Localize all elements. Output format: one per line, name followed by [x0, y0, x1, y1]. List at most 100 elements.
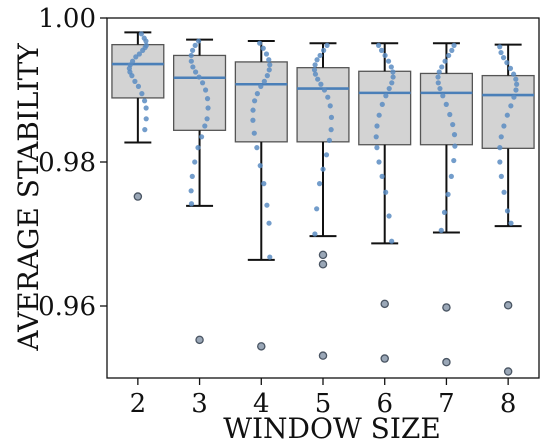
point-5-14	[326, 137, 332, 143]
point-8-18	[504, 208, 511, 214]
x-axis-label: WINDOW SIZE	[223, 412, 441, 445]
point-6-19	[389, 238, 395, 244]
point-6-10	[379, 101, 385, 107]
point-7-4	[439, 64, 445, 70]
axes-layer: 2 3 4 5 6 7 8 0.96 0.98 1.00	[38, 4, 540, 419]
y-tick-label-1: 0.98	[38, 148, 96, 178]
outlier-5-1	[318, 259, 328, 269]
point-7-10	[443, 101, 449, 107]
point-8-8	[513, 87, 519, 93]
box-group-7	[419, 42, 473, 367]
point-8-17	[501, 189, 507, 195]
box-5	[296, 67, 350, 143]
point-7-1	[449, 47, 455, 54]
x-tick-label-3: 3	[191, 389, 208, 419]
x-tick-label-4: 4	[253, 389, 270, 419]
x-tick-label-8: 8	[500, 389, 517, 419]
x-tick-label-7: 7	[438, 389, 455, 419]
point-7-15	[451, 157, 457, 164]
point-3-9	[202, 87, 209, 93]
box-8	[481, 74, 535, 149]
outlier-7-1	[442, 357, 451, 367]
point-2-17	[143, 105, 149, 111]
point-8-15	[497, 159, 503, 165]
point-5-10	[325, 94, 331, 100]
box-group-2	[111, 31, 165, 201]
box-group-8	[481, 43, 535, 376]
point-3-12	[204, 116, 210, 122]
point-2-18	[143, 116, 149, 122]
box-group-3	[173, 38, 227, 345]
point-5-16	[320, 166, 326, 172]
point-7-3	[442, 58, 448, 64]
point-2-0	[138, 31, 144, 37]
outlier-2-0	[133, 192, 143, 201]
x-tick-label-5: 5	[315, 389, 332, 419]
point-4-9	[254, 91, 260, 97]
point-5-1	[321, 47, 327, 54]
point-7-17	[445, 191, 451, 197]
point-7-18	[441, 209, 448, 215]
outlier-5-2	[318, 351, 328, 360]
point-7-11	[447, 111, 453, 118]
point-2-16	[141, 98, 148, 104]
point-6-17	[383, 189, 389, 195]
point-3-13	[202, 123, 208, 129]
point-8-2	[500, 55, 507, 61]
point-6-12	[374, 123, 380, 129]
point-5-5	[311, 67, 318, 73]
point-5-11	[327, 103, 333, 109]
box-group-6	[358, 42, 412, 363]
point-5-7	[315, 76, 321, 82]
point-4-6	[264, 73, 270, 79]
point-8-11	[504, 112, 510, 118]
point-2-2	[143, 38, 149, 44]
point-8-16	[498, 173, 504, 179]
point-8-12	[501, 123, 507, 129]
point-8-5	[511, 71, 517, 77]
point-5-0	[324, 42, 330, 48]
point-2-14	[135, 83, 142, 89]
point-5-15	[323, 152, 330, 158]
point-4-12	[250, 117, 256, 123]
point-8-19	[508, 220, 514, 226]
point-6-1	[378, 47, 385, 54]
point-6-11	[376, 112, 382, 118]
box-6	[358, 70, 412, 146]
point-4-10	[252, 98, 258, 104]
point-5-3	[314, 57, 320, 63]
point-4-16	[261, 181, 267, 187]
point-3-16	[192, 159, 198, 165]
outlier-4-0	[257, 342, 266, 351]
box-3	[173, 54, 227, 131]
point-6-3	[385, 58, 392, 64]
point-5-8	[318, 81, 324, 87]
point-5-13	[328, 127, 334, 133]
point-6-9	[383, 93, 389, 99]
point-8-0	[497, 44, 503, 50]
point-6-2	[382, 52, 388, 59]
point-4-11	[250, 107, 256, 113]
point-7-12	[450, 121, 456, 128]
point-4-17	[264, 202, 270, 208]
point-4-0	[257, 40, 263, 46]
y-tick-label-2: 1.00	[38, 4, 96, 34]
point-5-17	[316, 181, 323, 187]
boxes-layer	[111, 31, 535, 376]
point-2-19	[142, 127, 148, 133]
point-5-19	[312, 231, 318, 237]
point-8-6	[513, 76, 519, 82]
point-4-19	[267, 254, 273, 260]
point-6-18	[386, 213, 392, 219]
point-7-6	[435, 74, 441, 80]
point-3-4	[188, 58, 194, 64]
point-4-3	[266, 57, 272, 63]
point-7-2	[446, 52, 452, 59]
point-3-17	[189, 173, 195, 179]
point-3-14	[198, 134, 205, 140]
point-6-14	[374, 145, 380, 151]
point-5-9	[321, 87, 328, 93]
point-4-4	[267, 62, 273, 68]
point-8-14	[497, 145, 503, 151]
outlier-6-0	[380, 299, 389, 309]
